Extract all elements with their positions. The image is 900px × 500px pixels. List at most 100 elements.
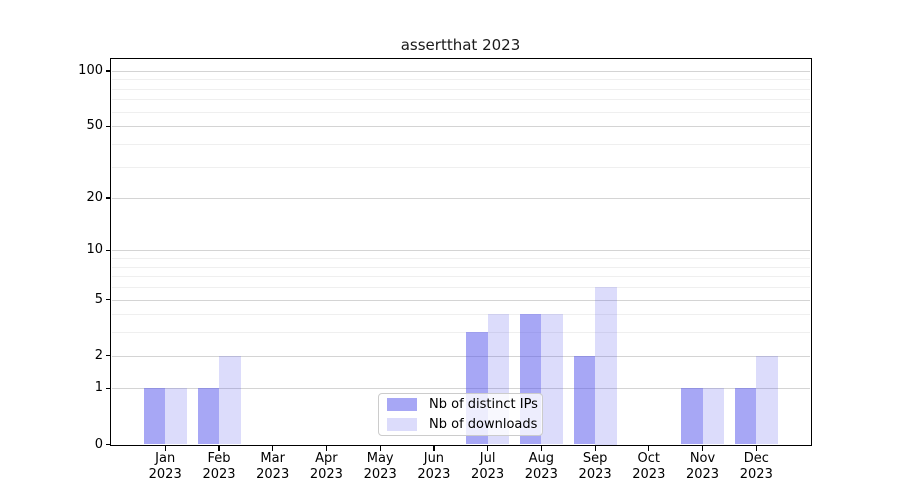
x-tick-year: 2023 xyxy=(471,466,505,482)
gridline-major xyxy=(111,198,810,199)
x-tick-mark xyxy=(648,446,650,451)
x-tick-month: Dec xyxy=(743,451,769,466)
bar-downloads xyxy=(756,355,778,445)
x-tick-year: 2023 xyxy=(524,466,558,482)
gridline-major xyxy=(111,299,810,301)
legend-label-downloads: Nb of downloads xyxy=(429,416,538,432)
y-tick-mark xyxy=(106,197,111,199)
x-tick-year: 2023 xyxy=(256,466,290,482)
x-tick-month: Apr xyxy=(315,451,338,466)
x-tick-month: Sep xyxy=(582,451,608,466)
x-tick-mark xyxy=(164,446,166,451)
bar-distinct-ips xyxy=(734,388,757,445)
x-tick-mark xyxy=(487,446,489,451)
x-tick-mark xyxy=(594,446,596,451)
x-tick-year: 2023 xyxy=(685,466,720,482)
legend-row: Nb of downloads xyxy=(387,416,538,432)
x-tick-year: 2023 xyxy=(202,466,236,482)
bar-distinct-ips xyxy=(573,355,596,445)
x-tick-mark xyxy=(379,446,381,451)
bar-distinct-ips xyxy=(197,388,219,445)
x-tick-mark xyxy=(701,446,704,451)
gridline-minor xyxy=(111,332,810,334)
x-tick-year: 2023 xyxy=(309,466,343,482)
y-tick-mark xyxy=(106,443,111,446)
x-tick-month: Oct xyxy=(637,451,661,466)
bar-downloads xyxy=(219,355,241,445)
y-tick-label: 10 xyxy=(86,242,103,258)
x-tick-year: 2023 xyxy=(632,466,666,482)
y-tick-mark xyxy=(106,249,111,252)
legend-swatch-downloads xyxy=(387,418,417,431)
gridline-major xyxy=(111,70,810,72)
legend-label-distinct-ips: Nb of distinct IPs xyxy=(429,396,538,412)
gridline-minor xyxy=(111,314,810,316)
y-tick-label: 20 xyxy=(86,190,103,205)
gridline-minor xyxy=(111,99,810,101)
x-tick-month: Mar xyxy=(260,451,285,466)
y-tick-label: 5 xyxy=(94,291,103,307)
x-tick-mark xyxy=(325,446,328,451)
chart-title: assertthat 2023 xyxy=(400,36,521,54)
x-tick-mark xyxy=(755,446,757,451)
x-tick-label: Sep 2023 xyxy=(563,451,627,482)
x-tick-label: May 2023 xyxy=(348,451,412,482)
gridline-major xyxy=(111,355,810,357)
x-tick-month: Aug xyxy=(528,451,554,466)
y-tick-mark xyxy=(106,298,111,301)
bar-downloads xyxy=(165,388,187,445)
gridline-minor xyxy=(111,276,810,278)
gridline-minor xyxy=(111,143,810,145)
gridline-minor xyxy=(111,88,810,90)
x-tick-label: Jan 2023 xyxy=(133,451,197,482)
gridline-minor xyxy=(111,266,810,268)
x-tick-mark xyxy=(433,446,435,451)
x-tick-month: Jan xyxy=(155,451,176,466)
bar-downloads xyxy=(595,287,617,445)
y-tick-label: 2 xyxy=(94,347,103,363)
x-tick-month: Jul xyxy=(479,451,496,466)
x-tick-label: Jul 2023 xyxy=(456,451,520,482)
plot-area xyxy=(111,59,810,445)
gridline-major xyxy=(111,250,810,252)
x-tick-year: 2023 xyxy=(417,466,451,482)
x-tick-label: Aug 2023 xyxy=(509,451,573,482)
x-tick-year: 2023 xyxy=(578,466,612,482)
legend: Nb of distinct IPs Nb of downloads xyxy=(378,393,543,436)
gridline-minor xyxy=(111,166,810,168)
gridline-major xyxy=(111,388,810,390)
y-tick-label: 100 xyxy=(78,62,103,78)
x-tick-mark xyxy=(272,446,274,451)
x-tick-label: Oct 2023 xyxy=(617,451,681,482)
y-tick-label: 0 xyxy=(94,436,103,452)
gridline-minor xyxy=(111,287,810,288)
gridline-major xyxy=(111,126,810,128)
y-tick-mark xyxy=(106,355,111,357)
x-tick-mark xyxy=(540,446,542,451)
bar-distinct-ips xyxy=(681,388,703,445)
y-tick-mark xyxy=(106,387,111,390)
gridline-minor xyxy=(111,79,810,81)
x-tick-year: 2023 xyxy=(739,466,773,482)
x-tick-label: Mar 2023 xyxy=(241,451,305,482)
x-tick-label: Jun 2023 xyxy=(402,451,466,482)
x-tick-year: 2023 xyxy=(363,466,397,482)
bar-downloads xyxy=(541,314,563,445)
gridline-minor xyxy=(111,111,810,113)
bar-distinct-ips xyxy=(143,388,166,445)
legend-swatch-distinct-ips xyxy=(387,398,417,411)
x-tick-label: Nov 2023 xyxy=(671,451,735,482)
bar-downloads xyxy=(702,388,724,445)
legend-row: Nb of distinct IPs xyxy=(387,397,538,412)
y-tick-label: 50 xyxy=(86,118,103,134)
x-tick-label: Feb 2023 xyxy=(187,451,251,482)
y-tick-label: 1 xyxy=(94,380,103,396)
x-tick-month: May xyxy=(366,451,394,466)
y-tick-mark xyxy=(106,125,111,127)
x-tick-label: Apr 2023 xyxy=(294,451,358,482)
x-tick-month: Nov xyxy=(689,451,716,466)
gridline-minor xyxy=(111,258,810,260)
x-tick-month: Jun xyxy=(423,451,445,466)
x-tick-mark xyxy=(218,446,220,451)
